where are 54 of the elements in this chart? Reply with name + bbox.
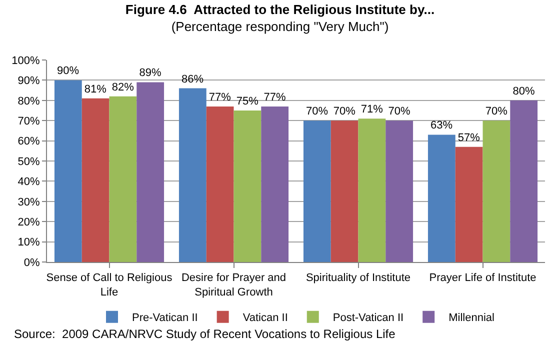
y-tick-label: 80% — [18, 95, 40, 108]
data-label: 82% — [112, 81, 134, 94]
y-tick-label: 30% — [18, 196, 40, 208]
x-tick-label: Desire for Prayer and Spiritual Growth — [181, 272, 286, 298]
y-tick-label: 10% — [18, 236, 40, 249]
bar — [109, 96, 137, 262]
data-label: 70% — [388, 106, 410, 118]
legend-label: Pre-Vatican II — [132, 312, 198, 324]
bar — [178, 88, 206, 262]
bar — [428, 134, 456, 262]
chart-title: Figure 4.6 Attracted to the Religious Institute by... — [125, 2, 435, 17]
chart-subtitle: (Percentage responding "Very Much") — [171, 18, 389, 34]
legend-label: Vatican II — [242, 312, 288, 324]
y-tick-label: 40% — [18, 176, 40, 188]
bar — [510, 100, 538, 262]
bar — [303, 120, 331, 262]
data-label: 75% — [236, 96, 259, 108]
source-note: Source: 2009 CARA/NRVC Study of Recent Vocations to Religious Life — [14, 327, 396, 341]
x-tick-label: Sense of Call to Religious Life — [46, 272, 173, 298]
data-label: 63% — [430, 120, 453, 132]
data-label: 70% — [485, 106, 508, 118]
bar — [358, 118, 386, 262]
data-label: 57% — [458, 132, 480, 144]
bar — [136, 82, 164, 262]
data-label: 89% — [139, 67, 162, 80]
data-label: 77% — [208, 91, 232, 104]
y-tick-label: 60% — [18, 136, 40, 148]
legend-label: Post-Vatican II — [332, 312, 404, 324]
y-tick-label: 0% — [24, 256, 40, 269]
bar — [482, 120, 510, 262]
data-label: 86% — [182, 73, 204, 86]
x-tick-label: Prayer Life of Institute — [429, 272, 536, 284]
data-label: 80% — [512, 85, 535, 98]
bar — [261, 106, 289, 262]
data-label: 70% — [333, 106, 356, 118]
y-tick-label: 100% — [12, 54, 40, 67]
y-tick-label: 70% — [18, 115, 40, 128]
bar — [54, 80, 82, 262]
data-label: 81% — [84, 83, 107, 96]
bar — [330, 120, 358, 262]
y-tick-label: 20% — [18, 216, 40, 228]
data-label: 70% — [306, 106, 328, 118]
y-tick-label: 50% — [18, 156, 40, 168]
bar — [386, 120, 414, 262]
data-label: 71% — [360, 104, 384, 116]
data-label: 90% — [57, 65, 80, 78]
x-tick-label: Spirituality of Institute — [306, 272, 411, 284]
legend-label: Millennial — [448, 312, 494, 324]
bar — [455, 146, 483, 262]
bar — [206, 106, 234, 262]
bar — [82, 98, 110, 262]
y-tick-label: 90% — [18, 75, 40, 88]
data-label: 77% — [264, 91, 286, 104]
bar — [234, 110, 262, 262]
